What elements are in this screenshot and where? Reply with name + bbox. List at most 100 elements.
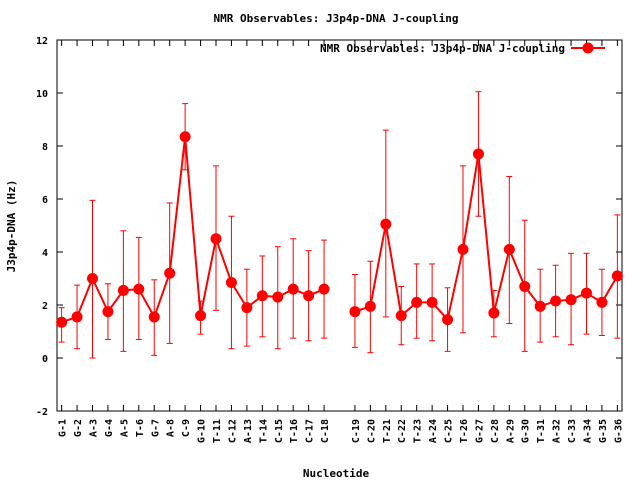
x-tick-label: A-34 — [582, 419, 593, 443]
data-point — [565, 294, 577, 306]
series-line-segment — [215, 238, 233, 283]
x-tick-label: G-1 — [58, 419, 69, 437]
x-tick-label: A-32 — [552, 419, 563, 443]
data-point — [195, 310, 207, 322]
data-point — [364, 300, 376, 312]
data-point — [71, 311, 83, 323]
data-point — [488, 307, 500, 319]
x-tick-label: A-29 — [505, 419, 516, 443]
x-tick-label: T-14 — [258, 419, 269, 443]
x-tick-label: C-28 — [490, 419, 501, 443]
data-point — [164, 267, 176, 279]
y-tick-label: 8 — [42, 142, 48, 153]
data-point — [550, 295, 562, 307]
y-tick-label: 12 — [36, 36, 48, 47]
x-tick-label: C-18 — [320, 419, 331, 443]
x-tick-label: G-36 — [613, 419, 624, 443]
data-point — [349, 306, 361, 318]
y-tick-label: -2 — [36, 407, 48, 418]
data-point — [503, 243, 515, 255]
x-tick-label: G-7 — [150, 419, 161, 437]
data-point — [580, 287, 592, 299]
data-point — [395, 310, 407, 322]
x-tick-label: A-5 — [119, 419, 130, 437]
legend: NMR Observables: J3p4p-DNA J-coupling — [320, 42, 605, 55]
y-tick-label: 0 — [42, 354, 48, 365]
plot-layer: -2 0 2 4 6 8 10 12 G-1 G-2 A-3 G-4 A-5 T-6 G-7 A-8 C-9 G-… — [36, 36, 624, 443]
x-tick-label: C-22 — [397, 419, 408, 443]
series-line-segment — [76, 278, 94, 318]
y-tick-label: 4 — [42, 248, 48, 259]
data-point — [56, 316, 68, 328]
legend-label: NMR Observables: J3p4p-DNA J-coupling — [320, 42, 565, 55]
y-tick-label: 10 — [36, 89, 48, 100]
series-line-segment — [168, 136, 187, 274]
x-tick-label: C-15 — [274, 419, 285, 443]
data-point — [179, 131, 191, 143]
series-line-segment — [184, 136, 202, 316]
data-point — [133, 283, 145, 295]
x-tick-label: C-17 — [305, 419, 316, 443]
y-axis-label: J3p4p-DNA (Hz) — [5, 180, 18, 273]
data-point — [303, 290, 315, 302]
x-tick-label: C-9 — [181, 419, 192, 437]
x-tick-label: C-12 — [227, 419, 238, 443]
data-point — [148, 311, 160, 323]
x-tick-label: T-26 — [459, 419, 470, 443]
data-point — [411, 296, 423, 308]
y-tick-label: 6 — [42, 195, 48, 206]
x-tick-label: T-6 — [135, 419, 146, 437]
data-point — [87, 273, 99, 284]
series-line-segment — [477, 153, 495, 314]
x-tick-label: G-10 — [197, 419, 208, 443]
x-tick-label: A-24 — [428, 419, 439, 443]
data-point — [272, 291, 284, 303]
x-tick-label: T-31 — [536, 419, 547, 443]
data-point — [225, 276, 237, 288]
plot-frame — [56, 39, 623, 412]
x-tick-label: G-27 — [474, 419, 485, 443]
series-line-segment — [153, 272, 171, 318]
data-point — [442, 314, 454, 326]
legend-marker-swatch — [582, 42, 594, 54]
data-point — [256, 290, 268, 302]
x-tick-label: C-25 — [444, 419, 455, 443]
series-line-segment — [384, 224, 403, 316]
x-tick-label: C-33 — [567, 419, 578, 443]
x-tick-label: C-19 — [351, 419, 362, 443]
series-line-segment — [508, 248, 526, 287]
data-point — [318, 283, 330, 295]
data-point — [241, 302, 253, 314]
series-line-segment — [91, 278, 109, 313]
series-line-segment — [199, 238, 217, 316]
data-point — [380, 218, 392, 230]
x-tick-label: G-35 — [598, 419, 609, 443]
data-point — [519, 280, 531, 292]
data-point — [210, 233, 222, 245]
x-tick-label: A-13 — [243, 419, 254, 443]
x-tick-label: G-30 — [521, 419, 532, 443]
chart-title: NMR Observables: J3p4p-DNA J-coupling — [213, 12, 458, 25]
series-line-segment — [462, 153, 480, 250]
y-tick-label: 2 — [42, 301, 48, 312]
data-point — [596, 296, 608, 308]
data-point — [117, 284, 129, 296]
data-point — [534, 300, 546, 312]
data-point — [611, 270, 623, 282]
x-tick-label: G-2 — [73, 419, 84, 437]
x-axis-label: Nucleotide — [303, 467, 370, 480]
x-tick-label: A-3 — [89, 419, 100, 437]
x-tick-label: T-21 — [382, 419, 393, 443]
series-line-segment — [369, 223, 387, 307]
data-point — [287, 283, 299, 295]
data-point — [472, 148, 484, 160]
x-tick-label: T-11 — [212, 419, 223, 443]
x-tick-label: G-4 — [104, 419, 115, 437]
data-point — [457, 243, 469, 255]
x-tick-label: A-8 — [166, 419, 177, 437]
x-tick-label: T-23 — [413, 419, 424, 443]
data-point — [426, 296, 438, 308]
x-tick-label: C-20 — [366, 419, 377, 443]
